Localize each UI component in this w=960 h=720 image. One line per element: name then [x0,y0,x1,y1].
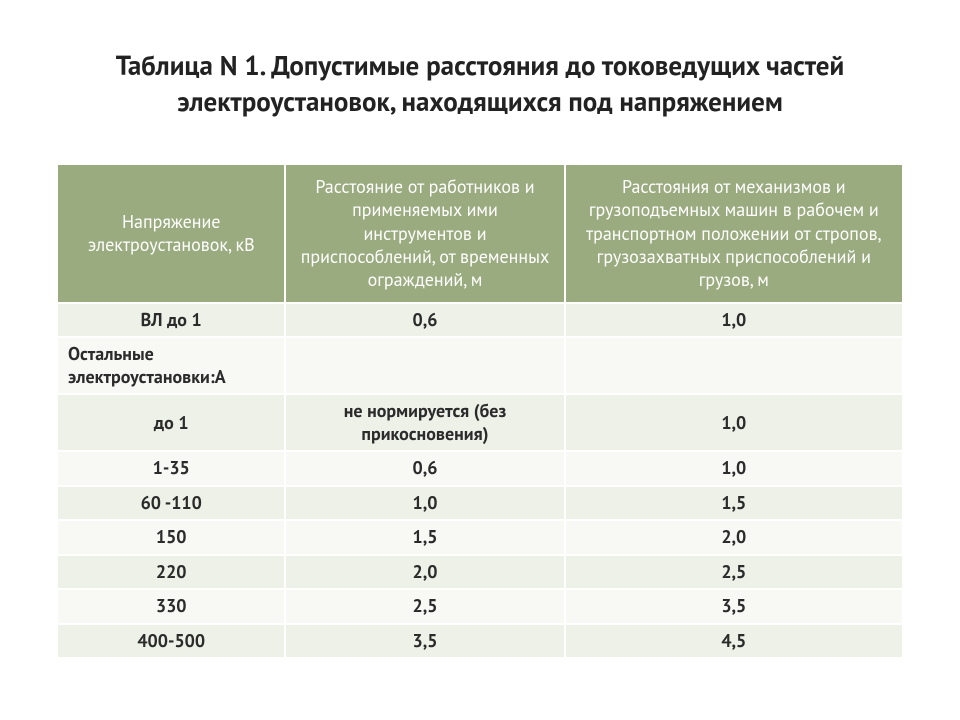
cell-voltage: Остальные электроустановки:А [57,337,285,394]
cell-machinery-distance: 1,0 [565,303,903,338]
cell-voltage: 220 [57,555,285,590]
col-header-voltage: Напряжение электроустановок, кВ [57,164,285,303]
cell-worker-distance: 2,0 [285,555,564,590]
cell-worker-distance: 1,5 [285,520,564,555]
cell-worker-distance: 0,6 [285,303,564,338]
cell-worker-distance: не нормируется (без прикосновения) [285,394,564,451]
table-row: 220 2,0 2,5 [57,555,903,590]
cell-voltage: 400-500 [57,624,285,659]
cell-worker-distance: 3,5 [285,624,564,659]
cell-machinery-distance: 2,0 [565,520,903,555]
cell-voltage: 1-35 [57,451,285,486]
cell-machinery-distance: 2,5 [565,555,903,590]
cell-machinery-distance [565,337,903,394]
col-header-machinery-distance: Расстояния от механизмов и грузоподъемны… [565,164,903,303]
table-row: до 1 не нормируется (без прикосновения) … [57,394,903,451]
cell-worker-distance: 0,6 [285,451,564,486]
cell-voltage: 330 [57,589,285,624]
cell-voltage: 150 [57,520,285,555]
cell-voltage: ВЛ до 1 [57,303,285,338]
cell-worker-distance [285,337,564,394]
table-header-row: Напряжение электроустановок, кВ Расстоян… [57,164,903,303]
table-row: ВЛ до 1 0,6 1,0 [57,303,903,338]
cell-machinery-distance: 1,5 [565,486,903,521]
cell-voltage: до 1 [57,394,285,451]
table-row: 60 -110 1,0 1,5 [57,486,903,521]
cell-worker-distance: 2,5 [285,589,564,624]
cell-worker-distance: 1,0 [285,486,564,521]
cell-machinery-distance: 3,5 [565,589,903,624]
cell-machinery-distance: 4,5 [565,624,903,659]
col-header-worker-distance: Расстояние от работников и применяемых и… [285,164,564,303]
distances-table: Напряжение электроустановок, кВ Расстоян… [56,163,904,659]
page-title: Таблица N 1. Допустимые расстояния до то… [56,48,904,121]
table-row: Остальные электроустановки:А [57,337,903,394]
cell-machinery-distance: 1,0 [565,394,903,451]
table-row: 330 2,5 3,5 [57,589,903,624]
table-row: 400-500 3,5 4,5 [57,624,903,659]
table-row: 150 1,5 2,0 [57,520,903,555]
cell-voltage: 60 -110 [57,486,285,521]
cell-machinery-distance: 1,0 [565,451,903,486]
table-row: 1-35 0,6 1,0 [57,451,903,486]
